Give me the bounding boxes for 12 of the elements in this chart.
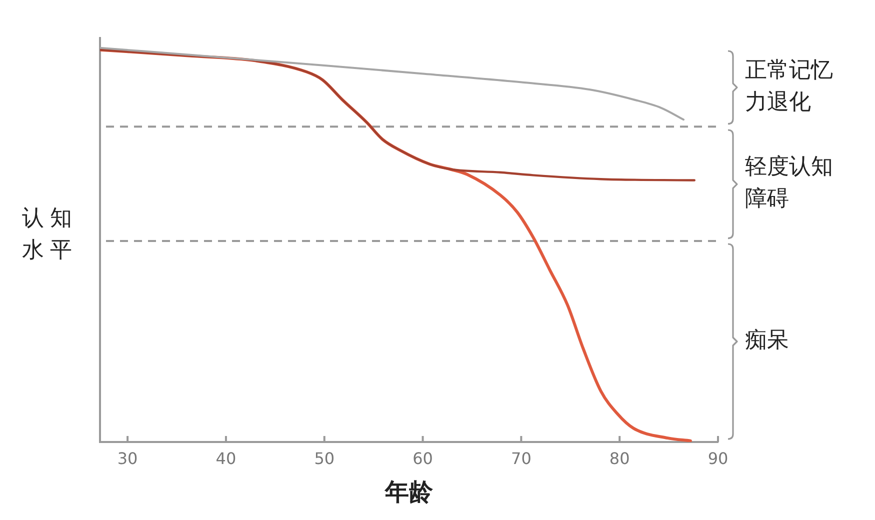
text: 正常记忆力退化 bbox=[745, 58, 833, 115]
x-tick-label: 40 bbox=[216, 448, 236, 468]
x-tick-label: 70 bbox=[511, 448, 532, 468]
x-tick-label: 90 bbox=[708, 448, 728, 468]
text: 痴呆 bbox=[745, 328, 789, 354]
y-axis-title: 认知水平 bbox=[22, 205, 79, 265]
x-axis-title: 年龄 bbox=[384, 478, 434, 506]
x-tick-label: 80 bbox=[609, 448, 630, 468]
text: 轻度认知障碍 bbox=[745, 154, 833, 212]
x-tick-label: 30 bbox=[117, 448, 138, 468]
x-tick-label: 50 bbox=[314, 448, 335, 468]
x-tick-label: 60 bbox=[412, 448, 433, 468]
